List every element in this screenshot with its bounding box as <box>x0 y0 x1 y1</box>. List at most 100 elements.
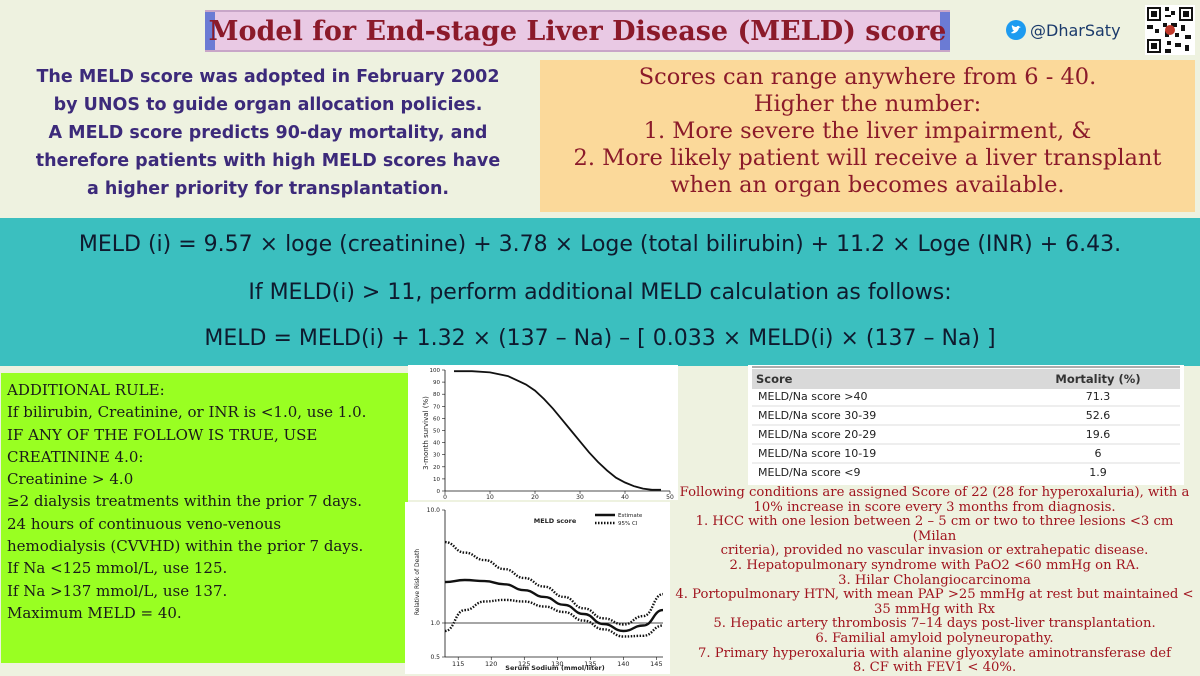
y-tick-label: 40 <box>433 441 440 447</box>
rule-line: Creatinine > 4.0 <box>7 470 134 489</box>
condition-line: 1. HCC with one lesion between 2 – 5 cm … <box>695 514 1174 544</box>
y-tick-label: 60 <box>433 416 440 422</box>
exception-conditions: Following conditions are assigned Score … <box>672 485 1197 676</box>
intro-line: A MELD score predicts 90-day mortality, … <box>48 123 488 143</box>
x-tick-label: 130 <box>551 660 563 668</box>
condition-line: 2. Hepatopulmonary syndrome with PaO2 <6… <box>729 557 1140 573</box>
table-cell-mortality: 52.6 <box>1086 409 1111 422</box>
table-cell-mortality: 71.3 <box>1086 390 1111 403</box>
table-cell-mortality: 19.6 <box>1086 428 1111 441</box>
survival-line <box>454 370 661 491</box>
y-tick-label: 20 <box>433 465 440 471</box>
legend-estimate-label: Estimate <box>618 513 643 519</box>
intro-text: The MELD score was adopted in February 2… <box>3 63 533 203</box>
condition-line: 6. Familial amyloid polyneuropathy. <box>815 630 1054 646</box>
page-title: Model for End-stage Liver Disease (MELD)… <box>208 15 947 47</box>
condition-line: Following conditions are assigned Score … <box>679 485 1190 500</box>
table-header-mortality: Mortality (%) <box>1055 372 1140 386</box>
title-banner: Model for End-stage Liver Disease (MELD)… <box>205 10 950 52</box>
estimate-line <box>444 578 664 633</box>
x-tick-label: 20 <box>531 494 539 500</box>
table-cell-score: MELD/Na score 30-39 <box>758 409 876 422</box>
twitter-bird-icon <box>1006 20 1026 40</box>
rule-line: ADDITIONAL RULE: <box>7 381 165 399</box>
y-tick-label: 0 <box>437 489 441 495</box>
ci-lower-line <box>444 598 664 638</box>
condition-line: 8. CF with FEV1 < 40%. <box>852 660 1017 676</box>
risk-y-axis-label: Relative Risk of Death <box>414 549 421 615</box>
x-tick-label: 125 <box>518 660 530 668</box>
table-cell-mortality: 1.9 <box>1089 466 1107 479</box>
table-cell-mortality: 6 <box>1095 447 1102 460</box>
survival-chart-bg <box>408 365 678 500</box>
score-range-line: Scores can range anywhere from 6 - 40. <box>638 64 1097 90</box>
y-tick-label: 100 <box>430 368 441 374</box>
sodium-risk-chart: 0.5 1.0 10.0 115 120 125 130 135 140 145 Relative… <box>405 502 670 674</box>
condition-line: 35 mmHg with Rx <box>874 601 995 617</box>
ci-upper-line <box>444 540 664 626</box>
meld-na-formula: MELD = MELD(i) + 1.32 × (137 – Na) – [ 0… <box>204 326 996 351</box>
meld-i-formula: MELD (i) = 9.57 × loge (creatinine) + 3.… <box>78 232 1122 257</box>
rule-line: If bilirubin, Creatinine, or INR is <1.0… <box>7 403 367 422</box>
intro-line: by UNOS to guide organ allocation polici… <box>53 95 483 115</box>
rule-line: ≥2 dialysis treatments within the prior … <box>7 492 362 511</box>
table-cell-score: MELD/Na score 10-19 <box>758 447 876 460</box>
x-tick-label: 50 <box>666 494 674 500</box>
x-tick-label: 120 <box>485 660 497 668</box>
meld-condition-text: If MELD(i) > 11, perform additional MELD… <box>248 280 952 305</box>
y-tick-label: 50 <box>433 429 440 435</box>
condition-line: 10% increase in score every 3 months fro… <box>753 499 1116 515</box>
twitter-handle-text: @DharSaty <box>1030 20 1121 40</box>
score-range-box: Scores can range anywhere from 6 - 40. H… <box>540 60 1195 212</box>
condition-line: 4. Portopulmonary HTN, with mean PAP >25… <box>675 587 1194 603</box>
rule-line: CREATININE 4.0: <box>7 447 144 466</box>
formula-band: MELD (i) = 9.57 × loge (creatinine) + 3.… <box>0 218 1200 366</box>
y-tick-label: 10.0 <box>427 507 441 514</box>
y-tick-label: 0.5 <box>430 654 440 661</box>
intro-line: The MELD score was adopted in February 2… <box>36 67 500 87</box>
condition-line: 3. Hilar Cholangiocarcinoma <box>838 572 1031 588</box>
table-header-row <box>752 369 1180 389</box>
mortality-table: Score Mortality (%) MELD/Na score >40 71.… <box>748 365 1184 485</box>
y-tick-label: 70 <box>433 404 440 410</box>
condition-line: 5. Hepatic artery thrombosis 7–14 days p… <box>713 616 1156 632</box>
x-tick-label: 115 <box>452 660 464 668</box>
title-accent-right <box>940 12 950 50</box>
intro-line: a higher priority for transplantation. <box>86 179 450 199</box>
rule-line: If Na <125 mmol/L, use 125. <box>7 559 228 578</box>
survival-chart: 0 10 20 30 40 50 60 70 80 90 100 0 10 20 30 40 50 3-mont… <box>408 365 678 500</box>
score-range-line: Higher the number: <box>753 91 982 117</box>
rule-line: Maximum MELD = 40. <box>7 603 182 622</box>
table-cell-score: MELD/Na score <9 <box>758 466 860 479</box>
x-tick-label: 140 <box>617 660 629 668</box>
score-range-line: when an organ becomes available. <box>670 172 1065 198</box>
qr-code-icon <box>1145 5 1195 55</box>
condition-line: 7. Primary hyperoxaluria with alanine gl… <box>698 645 1171 661</box>
rule-line: IF ANY OF THE FOLLOW IS TRUE, USE <box>7 425 318 444</box>
twitter-handle-link[interactable]: @DharSaty <box>1006 20 1121 40</box>
legend-ci-label: 95% CI <box>618 521 638 527</box>
x-tick-label: 0 <box>443 494 447 500</box>
rule-line: If Na >137 mmol/L, use 137. <box>7 581 228 600</box>
risk-x-axis-label: Serum Sodium (mmol/liter) <box>505 664 604 672</box>
x-tick-label: 135 <box>584 660 596 668</box>
x-tick-label: 10 <box>486 494 494 500</box>
table-header-score: Score <box>756 372 793 386</box>
x-tick-label: 145 <box>650 660 662 668</box>
y-tick-label: 1.0 <box>430 620 440 627</box>
y-tick-label: 80 <box>433 392 440 398</box>
intro-line: therefore patients with high MELD scores… <box>35 151 501 171</box>
y-tick-label: 90 <box>433 380 440 386</box>
additional-rules-box: ADDITIONAL RULE: If bilirubin, Creatinin… <box>1 373 408 663</box>
rule-line: hemodialysis (CVVHD) within the prior 7 … <box>7 537 364 556</box>
x-tick-label: 30 <box>576 494 584 500</box>
table-cell-score: MELD/Na score >40 <box>758 390 867 403</box>
table-cell-score: MELD/Na score 20-29 <box>758 428 876 441</box>
score-range-line: 1. More severe the liver impairment, & <box>643 118 1092 144</box>
y-tick-label: 10 <box>433 477 440 483</box>
survival-y-axis-label: 3-month survival (%) <box>422 396 430 470</box>
x-tick-label: 40 <box>621 494 629 500</box>
title-accent-left <box>205 12 215 50</box>
legend-title: MELD score <box>534 517 577 525</box>
rule-line: 24 hours of continuous veno-venous <box>7 514 282 533</box>
